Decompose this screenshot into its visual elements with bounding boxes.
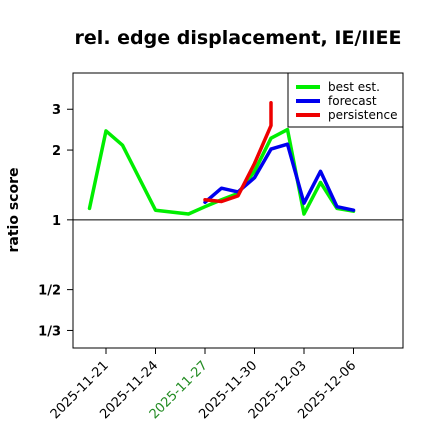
series-line-forecast [203,142,356,212]
y-tick-label: 2 [52,144,61,159]
y-tick-label: 1/2 [38,284,61,299]
y-axis: 1/3 1/2 1 2 3 [38,103,73,339]
series-line-persistence [203,100,273,204]
plot-area-frame [72,72,404,349]
legend-label: forecast [328,94,377,108]
legend-label: persistence [328,108,397,122]
y-tick-label: 1/3 [38,324,61,339]
y-axis-label: ratio score [6,168,22,253]
y-tick-label: 3 [52,103,61,118]
chart-title: rel. edge displacement, IE/IIEE [75,27,402,49]
y-tick-label: 1 [52,214,61,229]
x-axis: 2025-11-212025-11-242025-11-272025-11-30… [48,348,359,422]
series-layer [87,100,356,216]
legend-label: best est. [328,80,380,94]
